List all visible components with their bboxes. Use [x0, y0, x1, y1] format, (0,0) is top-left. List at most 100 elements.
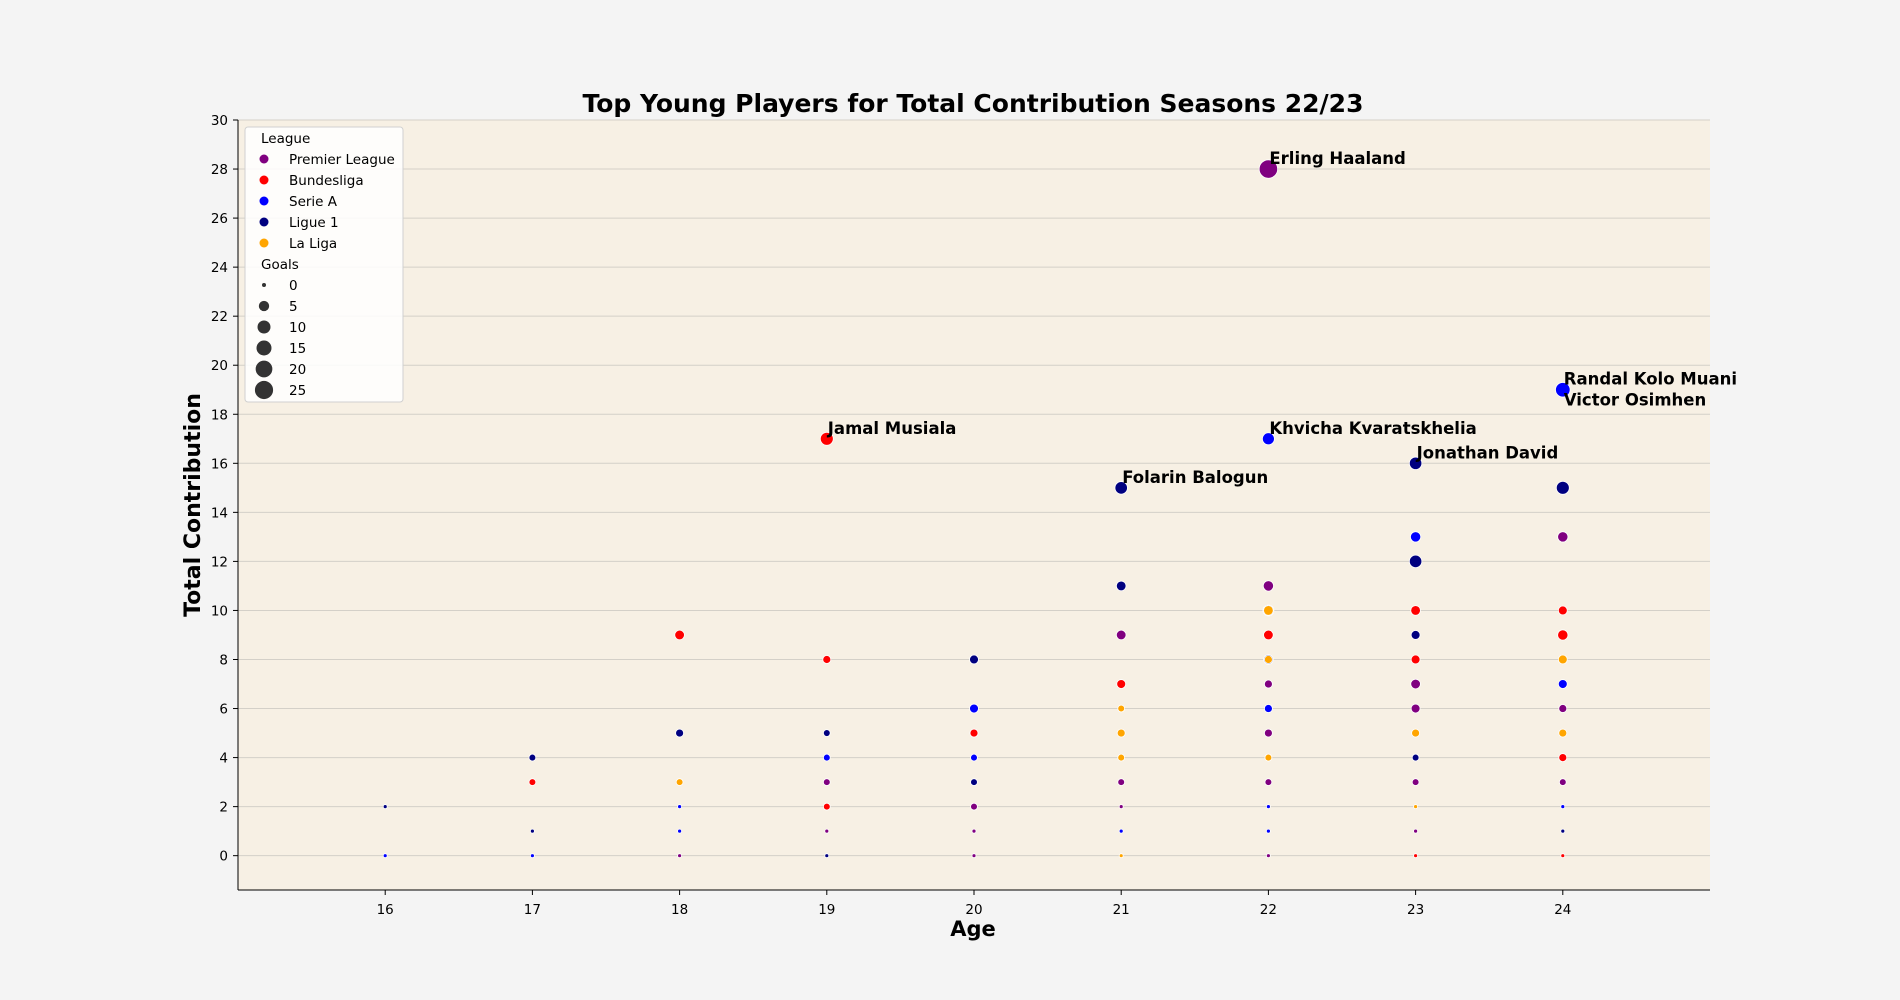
data-point — [675, 728, 685, 738]
data-point — [969, 728, 979, 738]
legend-marker — [259, 217, 269, 227]
data-point — [1558, 704, 1568, 713]
data-points — [382, 159, 1571, 859]
data-point — [1410, 630, 1421, 640]
data-point — [1266, 853, 1271, 859]
y-axis-label: Total Contribution — [181, 393, 206, 617]
data-point — [1116, 679, 1127, 689]
data-point — [1118, 853, 1124, 859]
data-point — [677, 828, 682, 834]
data-point — [971, 853, 977, 859]
legend-league-label: Premier League — [289, 152, 395, 168]
data-point — [1116, 728, 1126, 738]
data-point — [822, 753, 831, 762]
x-ticks: 16 17 18 19 20 21 22 23 24 — [377, 890, 1571, 918]
data-point — [819, 431, 834, 446]
legend-goals-label: 20 — [289, 362, 306, 378]
data-point — [1410, 703, 1421, 714]
data-point — [1258, 159, 1279, 179]
x-tick-label: 24 — [1554, 902, 1571, 918]
y-tick-label: 0 — [219, 849, 228, 865]
data-point — [1555, 382, 1571, 398]
data-point — [1115, 629, 1127, 641]
data-point — [1263, 605, 1274, 616]
x-tick-label: 21 — [1113, 902, 1130, 918]
data-point — [969, 654, 979, 665]
legend-league-label: La Liga — [289, 236, 337, 252]
y-tick-label: 8 — [219, 652, 228, 668]
data-point — [822, 802, 831, 811]
data-point — [1264, 753, 1273, 762]
annotation-label: Randal Kolo Muani — [1564, 370, 1737, 389]
data-point — [1557, 531, 1569, 543]
data-point — [1557, 605, 1568, 616]
x-tick-label: 20 — [965, 902, 982, 918]
legend-goals-label: 25 — [289, 383, 306, 399]
data-point — [1261, 432, 1275, 446]
y-tick-label: 2 — [219, 800, 228, 816]
data-point — [1263, 728, 1273, 738]
legend-goals-label: 0 — [289, 278, 298, 294]
x-tick-label: 18 — [671, 902, 688, 918]
data-point — [1118, 828, 1124, 834]
data-point — [675, 778, 684, 786]
x-tick-label: 16 — [377, 902, 394, 918]
y-tick-label: 20 — [211, 358, 228, 374]
chart-title: Top Young Players for Total Contribution… — [583, 89, 1364, 118]
legend-size-marker — [262, 283, 266, 287]
data-point — [1413, 828, 1418, 834]
legend-marker — [259, 196, 269, 206]
data-point — [1266, 804, 1271, 810]
data-point — [528, 753, 537, 762]
data-point — [1555, 480, 1570, 495]
data-point — [971, 828, 977, 834]
data-point — [1560, 804, 1566, 810]
y-tick-label: 28 — [211, 162, 228, 178]
annotation-label: Folarin Balogun — [1122, 468, 1268, 487]
x-tick-label: 22 — [1260, 902, 1277, 918]
y-tick-label: 30 — [211, 113, 228, 129]
legend-marker — [259, 175, 269, 185]
y-tick-label: 6 — [219, 702, 228, 718]
data-point — [1413, 804, 1418, 810]
data-point — [1560, 828, 1566, 834]
y-tick-label: 22 — [211, 309, 228, 325]
annotation-label: Victor Osimhen — [1564, 391, 1706, 410]
legend-goals-label: 5 — [289, 299, 298, 315]
legend-league-title: League — [261, 131, 310, 147]
data-point — [1558, 728, 1568, 738]
x-tick-label: 23 — [1407, 902, 1424, 918]
legend-size-marker — [256, 340, 272, 356]
gridlines — [238, 119, 1710, 857]
data-point — [1408, 554, 1423, 569]
y-tick-label: 4 — [219, 751, 228, 767]
data-point — [1115, 580, 1127, 592]
data-point — [1263, 655, 1273, 664]
legend-size-marker — [257, 320, 271, 334]
y-tick-label: 10 — [211, 603, 228, 619]
data-point — [1558, 778, 1567, 786]
legend-goals-entries: 0 5 10 15 20 25 — [254, 278, 306, 400]
y-tick-label: 12 — [211, 554, 228, 570]
legend-league-label: Serie A — [289, 194, 338, 210]
data-point — [1263, 629, 1274, 641]
data-point — [822, 778, 831, 786]
data-point — [1117, 778, 1126, 786]
data-point — [824, 853, 830, 859]
data-point — [1117, 704, 1126, 713]
x-tick-label: 19 — [818, 902, 835, 918]
data-point — [1557, 679, 1568, 689]
legend-size-marker — [255, 360, 273, 378]
legend-size-marker — [254, 380, 274, 400]
y-tick-label: 26 — [211, 211, 228, 227]
x-tick-label: 17 — [524, 902, 541, 918]
data-point — [1262, 580, 1274, 592]
data-point — [1117, 753, 1126, 762]
legend-size-marker — [258, 300, 270, 312]
data-point — [824, 828, 830, 834]
y-tick-label: 18 — [211, 407, 228, 423]
data-point — [1264, 778, 1273, 786]
plot-area — [238, 120, 1710, 890]
